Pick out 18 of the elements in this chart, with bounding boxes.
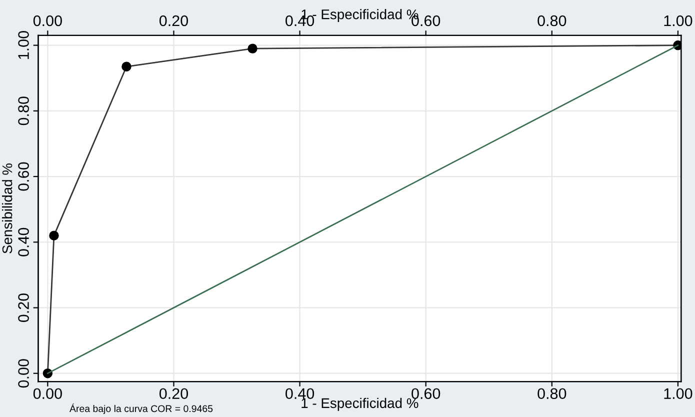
x-tick-label: 0.80: [538, 388, 566, 400]
y-tick-label: 0.80: [18, 96, 29, 126]
y-tick-label: 0.20: [18, 293, 29, 322]
y-tick-label: 0.40: [18, 228, 29, 256]
x-tick-label: 0.60: [412, 388, 440, 400]
x-tick-label: 1.00: [664, 388, 692, 400]
x2-tick-label: 1.00: [664, 15, 692, 26]
text: Área bajo la curva COR = 0.9465: [70, 404, 213, 414]
x-tick-label: 0.00: [33, 388, 62, 400]
x-tick-label: 0.40: [286, 388, 314, 400]
y-tick-label: 0.60: [18, 162, 29, 191]
y-tick-label: 1.00: [18, 31, 29, 59]
x2-tick-label: 0.80: [538, 15, 566, 26]
x2-tick-label: 0.00: [33, 15, 62, 26]
x2-tick-label: 0.20: [159, 15, 188, 26]
x-tick-label: 0.20: [159, 388, 188, 400]
y-axis-title: Sensibilidad %: [2, 163, 12, 254]
x-axis-title: 1 - Especificidad %: [302, 398, 418, 411]
